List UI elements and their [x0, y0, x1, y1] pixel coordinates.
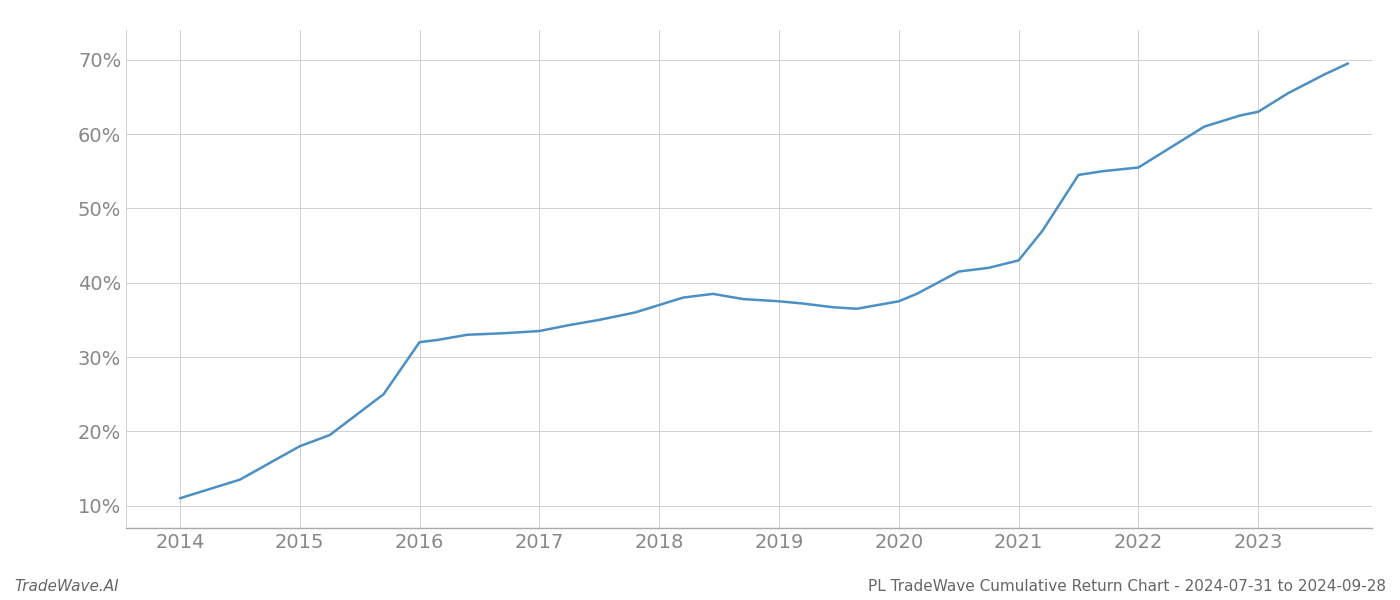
Text: PL TradeWave Cumulative Return Chart - 2024-07-31 to 2024-09-28: PL TradeWave Cumulative Return Chart - 2… [868, 579, 1386, 594]
Text: TradeWave.AI: TradeWave.AI [14, 579, 119, 594]
